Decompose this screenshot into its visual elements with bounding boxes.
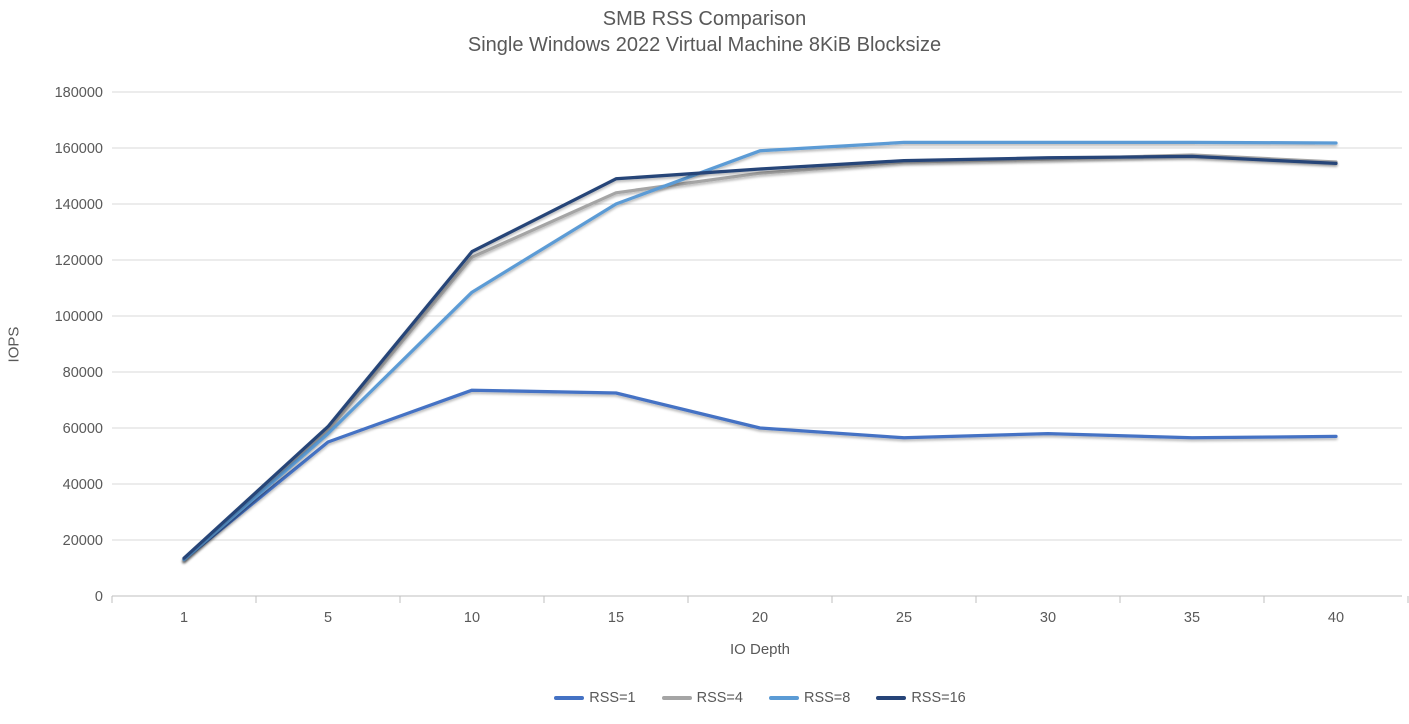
x-axis-title: IO Depth [729,641,791,658]
legend-item-rss4: RSS=4 [661,690,743,706]
y-axis-title: IOPS [5,326,23,363]
legend-label-rss4: RSS=4 [696,690,743,706]
y-tick-label: 180000 [55,85,103,101]
legend-swatch-rss1-icon [554,696,585,700]
x-tick-label: 1 [180,610,188,626]
y-tick-label: 60000 [63,421,103,437]
x-tick-label: 10 [464,610,480,626]
series-line-rss-4 [182,153,1338,562]
y-tick-label: 20000 [63,533,103,549]
legend-item-rss16: RSS=16 [876,690,966,706]
legend-swatch-rss16-icon [876,696,907,700]
y-tick-label: 80000 [63,365,103,381]
legend-item-rss8: RSS=8 [768,690,851,706]
x-tick-label: 20 [752,610,768,626]
y-tick-label: 40000 [63,477,103,493]
y-tick-label: 100000 [55,309,103,325]
legend-swatch-rss8-icon [768,696,799,700]
x-tick-label: 40 [1328,610,1344,626]
series-line-rss-1 [182,388,1338,562]
legend-swatch-rss4-icon [661,696,692,700]
y-tick-label: 140000 [55,197,103,213]
legend: RSS=1 RSS=4 RSS=8 RSS=16 [0,690,1409,706]
y-tick-label: 120000 [55,253,103,269]
legend-label-rss8: RSS=8 [803,690,851,706]
x-tick-label: 30 [1040,610,1056,626]
series-line-rss-8 [182,140,1338,562]
x-tick-label: 15 [608,610,624,626]
legend-label-rss1: RSS=1 [589,690,636,706]
legend-label-rss16: RSS=16 [911,690,966,706]
x-tick-label: 5 [324,610,332,626]
series-line-rss-16 [182,154,1338,560]
y-tick-label: 0 [95,589,103,605]
y-tick-label: 160000 [55,141,103,157]
legend-item-rss1: RSS=1 [554,690,636,706]
x-tick-label: 35 [1184,610,1200,626]
x-tick-label: 25 [896,610,912,626]
